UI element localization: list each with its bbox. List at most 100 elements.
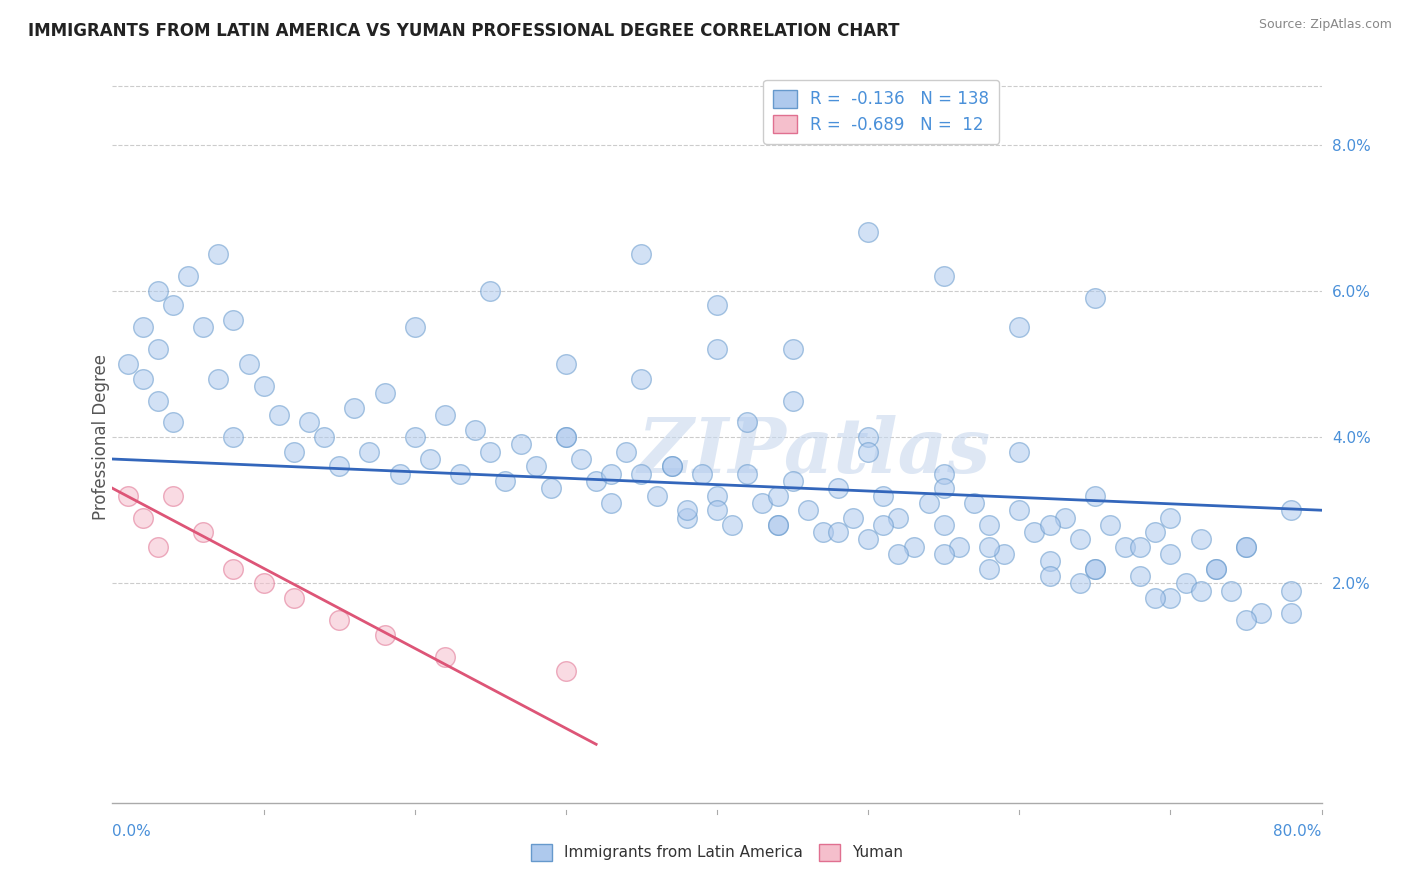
Point [238, 357, 260, 371]
Point [766, 517, 789, 532]
Point [132, 320, 155, 334]
Point [1069, 576, 1091, 591]
Point [222, 313, 245, 327]
Point [554, 430, 576, 444]
Text: Source: ZipAtlas.com: Source: ZipAtlas.com [1258, 18, 1392, 31]
Point [222, 430, 245, 444]
Point [1159, 591, 1181, 605]
Point [782, 343, 804, 357]
Point [766, 517, 789, 532]
Point [1038, 517, 1062, 532]
Point [887, 510, 910, 524]
Point [737, 467, 759, 481]
Point [856, 430, 880, 444]
Point [1129, 569, 1152, 583]
Point [1008, 503, 1031, 517]
Point [887, 547, 910, 561]
Point [630, 467, 652, 481]
Point [433, 408, 456, 422]
Point [524, 459, 547, 474]
Point [253, 379, 276, 393]
Legend: Immigrants from Latin America, Yuman: Immigrants from Latin America, Yuman [523, 837, 911, 868]
Point [554, 430, 576, 444]
Point [1038, 569, 1062, 583]
Point [661, 459, 683, 474]
Point [328, 459, 350, 474]
Point [449, 467, 471, 481]
Point [918, 496, 941, 510]
Point [977, 540, 1000, 554]
Point [585, 474, 607, 488]
Point [706, 343, 728, 357]
Point [1174, 576, 1197, 591]
Point [1084, 562, 1107, 576]
Point [1069, 533, 1091, 547]
Point [1008, 320, 1031, 334]
Point [162, 489, 184, 503]
Point [903, 540, 925, 554]
Point [977, 562, 1000, 576]
Point [433, 649, 456, 664]
Text: IMMIGRANTS FROM LATIN AMERICA VS YUMAN PROFESSIONAL DEGREE CORRELATION CHART: IMMIGRANTS FROM LATIN AMERICA VS YUMAN P… [28, 22, 900, 40]
Point [146, 393, 169, 408]
Point [1205, 562, 1227, 576]
Point [404, 320, 426, 334]
Point [1129, 540, 1152, 554]
Point [328, 613, 350, 627]
Point [993, 547, 1015, 561]
Point [495, 474, 517, 488]
Point [645, 489, 668, 503]
Point [177, 269, 200, 284]
Point [314, 430, 336, 444]
Point [932, 517, 955, 532]
Point [343, 401, 366, 415]
Point [1220, 583, 1243, 598]
Point [146, 540, 169, 554]
Point [675, 510, 697, 524]
Text: 80.0%: 80.0% [1274, 823, 1322, 838]
Point [207, 247, 229, 261]
Point [1250, 606, 1272, 620]
Point [162, 298, 184, 312]
Point [1098, 517, 1121, 532]
Point [1114, 540, 1136, 554]
Point [690, 467, 713, 481]
Point [207, 371, 229, 385]
Point [675, 503, 697, 517]
Point [872, 517, 894, 532]
Point [388, 467, 411, 481]
Point [1234, 540, 1257, 554]
Point [1084, 291, 1107, 305]
Point [630, 371, 652, 385]
Point [132, 510, 155, 524]
Point [374, 386, 396, 401]
Point [132, 371, 155, 385]
Point [1189, 583, 1212, 598]
Point [1234, 540, 1257, 554]
Point [479, 444, 502, 458]
Point [191, 320, 214, 334]
Point [782, 474, 804, 488]
Y-axis label: Professional Degree: Professional Degree [93, 354, 110, 520]
Point [1024, 525, 1046, 540]
Point [616, 444, 638, 458]
Point [359, 444, 381, 458]
Point [1279, 583, 1302, 598]
Point [948, 540, 970, 554]
Point [569, 452, 592, 467]
Point [1234, 613, 1257, 627]
Point [600, 496, 623, 510]
Point [253, 576, 276, 591]
Point [737, 416, 759, 430]
Point [464, 423, 486, 437]
Point [1053, 510, 1076, 524]
Point [1084, 489, 1107, 503]
Point [540, 481, 562, 495]
Point [1038, 554, 1062, 568]
Point [117, 489, 139, 503]
Point [842, 510, 865, 524]
Point [856, 533, 880, 547]
Text: 0.0%: 0.0% [112, 823, 152, 838]
Point [404, 430, 426, 444]
Point [706, 503, 728, 517]
